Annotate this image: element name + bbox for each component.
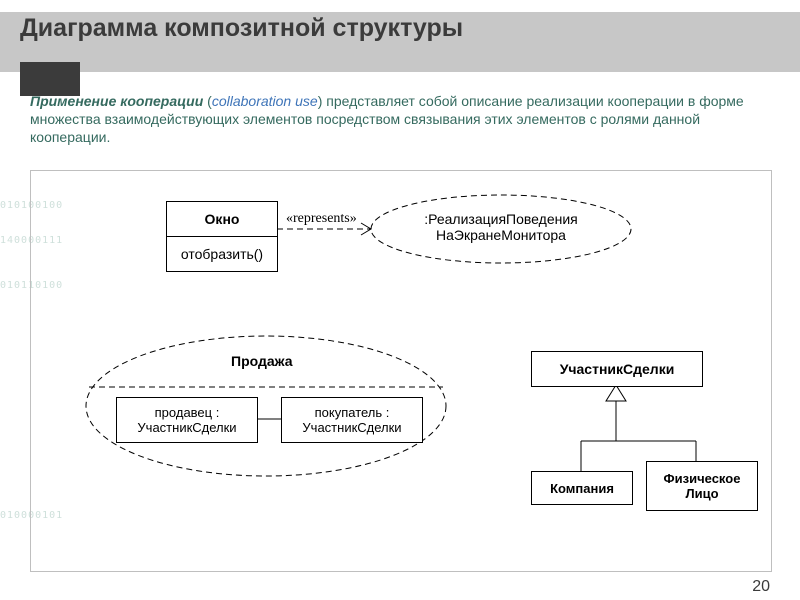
- class-person-line2: Лицо: [664, 486, 741, 501]
- class-participant: УчастникСделки: [531, 351, 703, 387]
- role-buyer-bot: УчастникСделки: [302, 420, 401, 435]
- class-person: Физическое Лицо: [646, 461, 758, 511]
- role-seller-top: продавец :: [137, 405, 236, 420]
- realization-line2: НаЭкранеМонитора: [371, 227, 631, 243]
- intro-text: Применение кооперации (collaboration use…: [30, 92, 760, 147]
- realization-line1: :РеализацияПоведения: [371, 211, 631, 227]
- class-company-label: Компания: [550, 481, 614, 496]
- role-buyer: покупатель : УчастникСделки: [281, 397, 423, 443]
- class-company: Компания: [531, 471, 633, 505]
- class-person-line1: Физическое: [664, 471, 741, 486]
- diagram-area: Окно отобразить() «represents» :Реализац…: [30, 170, 772, 572]
- realization-label: :РеализацияПоведения НаЭкранеМонитора: [371, 211, 631, 243]
- slide: Диаграмма композитной структуры Применен…: [0, 0, 800, 600]
- intro-term: Применение кооперации: [30, 93, 203, 109]
- role-seller-bot: УчастникСделки: [137, 420, 236, 435]
- role-buyer-top: покупатель :: [302, 405, 401, 420]
- page-number: 20: [752, 578, 770, 596]
- intro-english: collaboration use: [212, 93, 318, 109]
- sale-label: Продажа: [231, 353, 293, 369]
- slide-title: Диаграмма композитной структуры: [20, 14, 463, 43]
- title-accent-block: [20, 62, 80, 96]
- class-participant-label: УчастникСделки: [560, 361, 675, 377]
- role-seller: продавец : УчастникСделки: [116, 397, 258, 443]
